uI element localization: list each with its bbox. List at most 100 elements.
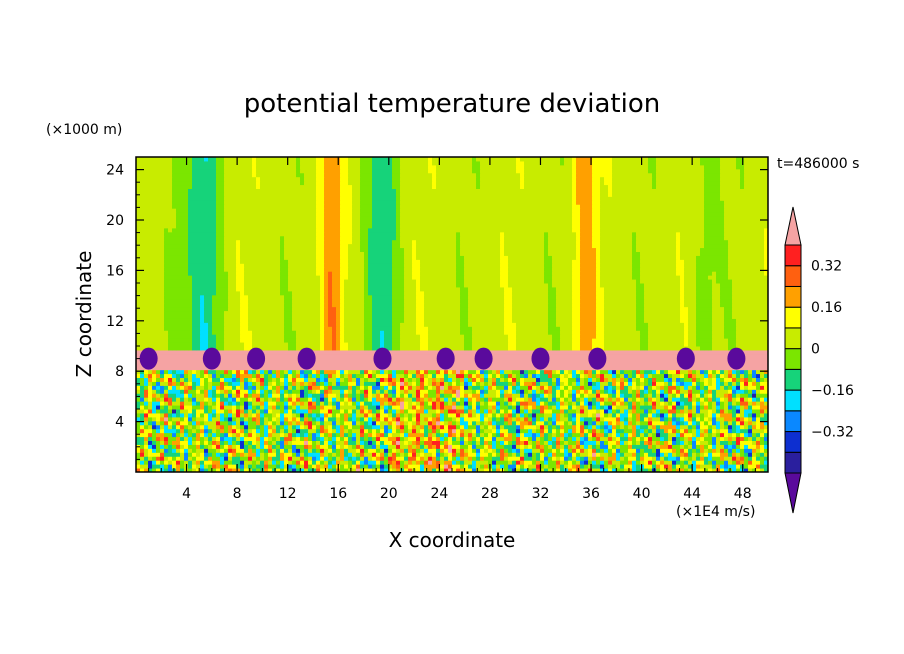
field-cell [428,468,433,472]
field-cell [268,452,273,457]
field-cell [472,405,477,410]
field-cell [604,448,609,453]
field-cell [644,409,649,414]
field-cell [532,401,537,406]
field-cell [712,432,717,438]
field-cell [160,468,165,472]
field-cell [656,389,661,394]
field-cell [648,428,653,434]
field-cell [356,397,361,402]
field-cell [480,452,485,457]
field-cell [660,353,665,359]
field-cell [644,428,649,434]
field-cell [164,349,169,355]
field-cell [656,381,661,386]
field-cell [736,389,741,394]
field-cell [672,389,677,394]
field-cell [180,409,185,414]
field-cell [652,393,657,398]
field-cell [184,346,189,351]
field-cell [328,432,333,438]
field-cell [208,452,213,457]
field-cell [184,420,189,426]
field-cell [172,409,177,414]
field-cell [696,420,701,426]
field-cell [176,361,181,367]
field-cell [640,361,645,367]
field-cell [668,412,673,418]
field-cell [548,432,553,438]
field-cell [308,424,313,430]
field-cell [552,357,557,363]
field-cell [416,397,421,402]
field-cell [216,346,221,351]
field-cell [460,440,465,445]
field-cell [568,464,573,469]
field-cell [764,468,768,472]
field-cell [528,440,533,445]
field-cell [264,409,269,414]
field-cell [648,377,653,382]
field-cell [228,440,233,445]
field-cell [168,424,173,430]
field-cell [612,349,617,355]
field-cell [648,424,653,430]
field-cell [660,412,665,418]
field-cell [644,393,649,398]
field-cell [568,460,573,465]
field-cell [356,349,361,355]
field-cell [140,412,145,418]
field-cell [672,361,677,367]
field-cell [352,409,357,414]
field-cell [280,436,285,441]
field-cell [452,369,457,375]
field-cell [448,436,453,441]
field-cell [696,440,701,445]
field-cell [360,369,365,375]
field-cell [412,444,417,449]
field-cell [392,389,397,394]
field-cell [428,405,433,410]
field-cell [740,409,745,414]
field-cell [696,357,701,363]
field-cell [576,381,581,386]
field-cell [320,377,325,382]
field-cell [652,389,657,394]
field-cell [564,385,569,390]
field-cell [384,397,389,402]
field-cell [364,448,369,453]
field-cell [196,353,201,359]
field-cell [552,456,557,461]
field-cell [156,409,161,414]
field-cell [656,432,661,438]
field-cell [500,464,505,469]
field-cell [516,369,521,375]
field-cell [568,349,573,355]
field-cell [500,381,505,386]
field-cell [300,405,305,410]
field-cell [448,369,453,375]
field-cell [492,440,497,445]
field-cell [548,401,553,406]
field-cell [348,456,353,461]
field-cell [716,349,721,355]
field-cell [668,381,673,386]
field-cell [280,412,285,418]
field-cell [316,393,321,398]
field-cell [644,468,649,472]
field-cell [576,369,581,375]
field-cell [468,416,473,422]
field-cell [284,397,289,402]
field-cell [168,349,173,355]
field-cell [272,428,277,434]
field-cell [456,389,461,394]
field-cell [236,377,241,382]
field-cell [464,464,469,469]
field-cell [456,401,461,406]
field-cell [332,397,337,402]
field-cell [744,409,749,414]
field-cell [720,373,725,378]
field-cell [276,456,281,461]
field-cell [280,440,285,445]
field-cell [612,409,617,414]
